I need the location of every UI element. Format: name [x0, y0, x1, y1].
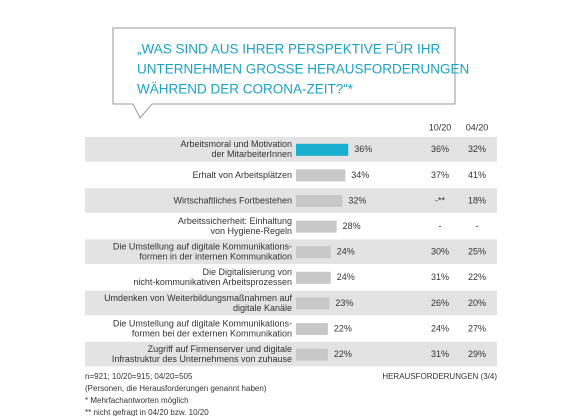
- value-label: 24%: [337, 272, 355, 282]
- comparison-value: 37%: [431, 170, 449, 180]
- comparison-value: 26%: [431, 298, 449, 308]
- bar: [296, 195, 343, 207]
- comparison-value: 32%: [468, 144, 486, 154]
- category-label: Zugriff auf Firmenserver und digitale: [148, 344, 292, 354]
- value-label: 22%: [334, 349, 352, 359]
- category-label: Wirtschaftliches Fortbestehen: [173, 195, 292, 205]
- bar: [296, 323, 328, 335]
- category-label: digitale Kanäle: [233, 303, 292, 313]
- column-header: 04/20: [466, 122, 489, 132]
- comparison-value: 31%: [431, 272, 449, 282]
- category-label: Die Umstellung auf digitale Kommunikatio…: [113, 318, 292, 328]
- bar: [296, 169, 346, 182]
- value-label: 34%: [351, 170, 369, 180]
- category-label: Infrastruktur des Unternehmens von zuhau…: [112, 354, 292, 364]
- category-label: Erhalt von Arbeitsplätzen: [192, 170, 292, 180]
- bar: [296, 220, 337, 233]
- bar: [296, 246, 331, 259]
- category-label: Arbeitsmoral und Motivation: [180, 139, 292, 149]
- page-label: HERAUSFORDERUNGEN (3/4): [382, 372, 497, 381]
- value-label: 36%: [354, 144, 372, 154]
- comparison-value: 22%: [468, 272, 486, 282]
- category-label: Die Digitalisierung von: [202, 267, 292, 277]
- comparison-value: 31%: [431, 349, 449, 359]
- value-label: 23%: [335, 298, 353, 308]
- value-label: 22%: [334, 323, 352, 333]
- category-label: nicht-kommunikativen Arbeitsprozessen: [133, 277, 292, 287]
- comparison-value: 24%: [431, 323, 449, 333]
- comparison-value: 18%: [468, 195, 486, 205]
- row-background: [85, 341, 497, 367]
- comparison-value: -**: [435, 195, 445, 205]
- category-label: formen in der internen Kommunikation: [139, 252, 292, 262]
- title-line: WÄHREND DER CORONA-ZEIT?“*: [137, 82, 354, 97]
- category-label: Arbeitssicherheit: Einhaltung: [178, 216, 292, 226]
- bar: [296, 143, 349, 156]
- comparison-value: 27%: [468, 323, 486, 333]
- value-label: 24%: [337, 247, 355, 257]
- title-line: UNTERNEHMEN GROSSE HERAUSFORDERUNGEN: [137, 62, 469, 77]
- category-label: Umdenken von Weiterbildungsmaßnahmen auf: [104, 293, 292, 303]
- comparison-value: -: [476, 221, 479, 231]
- bar: [296, 271, 331, 284]
- speech-bubble: [112, 27, 456, 119]
- row-background: [85, 290, 497, 316]
- note: (Personen, die Herausforderungen genannt…: [85, 384, 267, 393]
- comparison-value: 29%: [468, 349, 486, 359]
- row-background: [85, 137, 497, 162]
- category-label: Die Umstellung auf digitale Kommunikatio…: [113, 242, 292, 252]
- comparison-value: 36%: [431, 144, 449, 154]
- comparison-value: 20%: [468, 298, 486, 308]
- value-label: 28%: [343, 221, 361, 231]
- category-label: der MitarbeiterInnen: [211, 149, 292, 159]
- bar: [296, 297, 330, 310]
- comparison-value: 30%: [431, 247, 449, 257]
- note: ** nicht gefragt in 04/20 bzw. 10/20: [85, 408, 209, 416]
- category-label: formen bei der externen Kommunikation: [132, 328, 292, 338]
- note: * Mehrfachantworten möglich: [85, 396, 189, 405]
- category-label: von Hygiene-Regeln: [210, 226, 292, 236]
- title-line: „WAS SIND AUS IHRER PERSPEKTIVE FÜR IHR: [137, 42, 441, 57]
- comparison-value: 25%: [468, 247, 486, 257]
- row-background: [85, 239, 497, 264]
- bar: [296, 348, 328, 361]
- comparison-value: 41%: [468, 170, 486, 180]
- row-background: [85, 188, 497, 213]
- comparison-value: -: [439, 221, 442, 231]
- value-label: 32%: [348, 195, 366, 205]
- column-header: 10/20: [429, 122, 452, 132]
- note: n=921; 10/20=915; 04/20=505: [85, 372, 193, 381]
